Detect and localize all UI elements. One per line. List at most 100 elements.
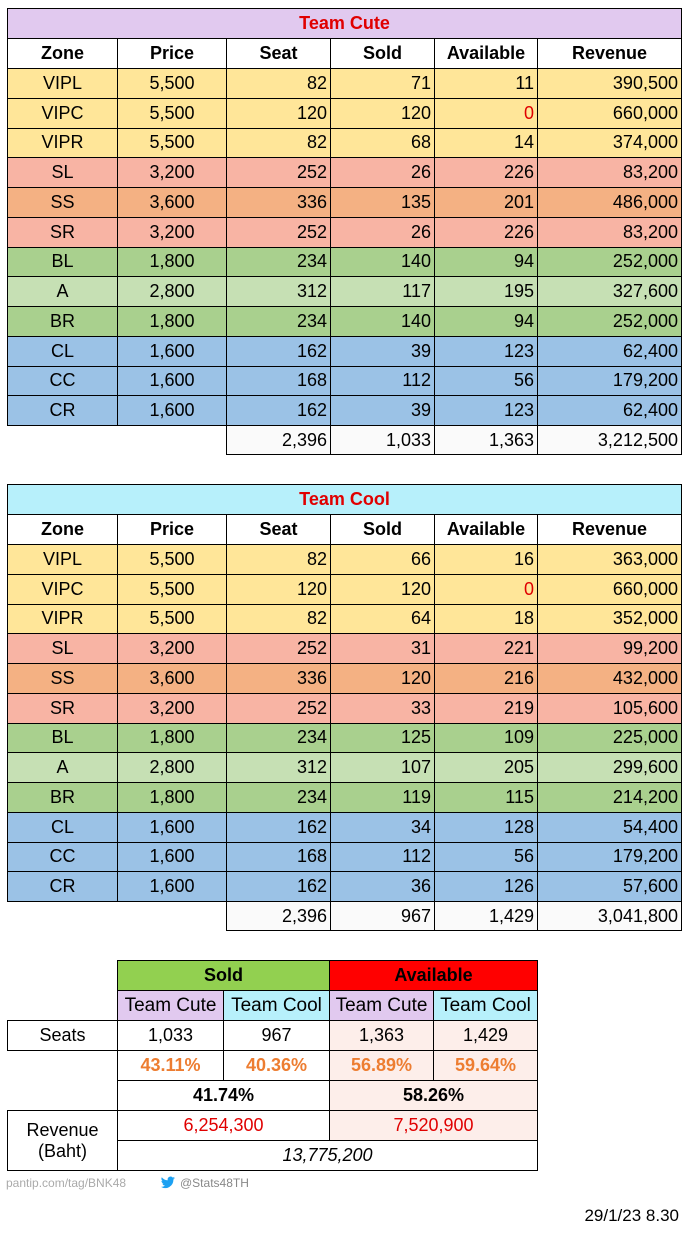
data-cell: 234 [226, 246, 331, 278]
data-cell: 82 [226, 544, 331, 575]
data-cell: 252 [226, 216, 331, 248]
data-cell: 125 [330, 722, 435, 754]
total-cell: 3,212,500 [537, 425, 682, 455]
data-cell: 5,500 [117, 127, 227, 159]
data-cell: 252 [226, 692, 331, 724]
column-header: Available [434, 514, 538, 545]
source: pantip.com/tag/BNK48 [6, 1176, 127, 1190]
data-cell: VIPR [7, 603, 118, 635]
column-header: Seat [226, 514, 331, 545]
data-cell: 179,200 [537, 841, 682, 873]
seats-cell: 1,363 [329, 1020, 434, 1051]
data-cell: 221 [434, 633, 538, 664]
column-header: Price [117, 514, 227, 545]
data-cell: 660,000 [537, 97, 682, 129]
data-cell: 1,800 [117, 722, 227, 754]
percent-cell: 40.36% [223, 1050, 330, 1081]
data-cell: SR [7, 692, 118, 724]
data-cell: VIPC [7, 573, 118, 605]
data-cell: SL [7, 633, 118, 664]
combined-cell: 58.26% [329, 1080, 538, 1111]
data-cell: 5,500 [117, 573, 227, 605]
data-cell: 5,500 [117, 544, 227, 575]
total-cell: 967 [330, 901, 435, 931]
data-cell: 312 [226, 752, 331, 783]
data-cell: BL [7, 246, 118, 278]
data-cell: 252,000 [537, 306, 682, 337]
column-header: Zone [7, 38, 118, 69]
data-cell: 162 [226, 811, 331, 843]
data-cell: 31 [330, 633, 435, 664]
data-cell: 0 [434, 573, 538, 605]
revenue-cell: 7,520,900 [329, 1110, 538, 1141]
data-cell: VIPC [7, 97, 118, 129]
data-cell: 252 [226, 633, 331, 664]
data-cell: 120 [330, 97, 435, 129]
data-cell: 2,800 [117, 276, 227, 307]
data-cell: 179,200 [537, 365, 682, 397]
data-cell: 660,000 [537, 573, 682, 605]
revenue-cell: 6,254,300 [117, 1110, 330, 1141]
combined-cell: 41.74% [117, 1080, 330, 1111]
row-label: Seats [7, 1020, 118, 1051]
percent-cell: 43.11% [117, 1050, 224, 1081]
data-cell: VIPL [7, 68, 118, 99]
data-cell: 26 [330, 216, 435, 248]
data-cell: 486,000 [537, 187, 682, 218]
label-line: Revenue [26, 1119, 99, 1140]
total-cell: 2,396 [226, 425, 331, 455]
twitter-icon [160, 1176, 175, 1189]
data-cell: CL [7, 811, 118, 843]
column-header: Seat [226, 38, 331, 69]
data-cell: 216 [434, 663, 538, 694]
data-cell: 363,000 [537, 544, 682, 575]
seats-cell: 967 [223, 1020, 330, 1051]
data-cell: 201 [434, 187, 538, 218]
data-cell: A [7, 752, 118, 783]
data-cell: 168 [226, 841, 331, 873]
data-cell: 234 [226, 722, 331, 754]
data-cell: VIPR [7, 127, 118, 159]
data-cell: 57,600 [537, 871, 682, 902]
data-cell: 3,200 [117, 692, 227, 724]
data-cell: 120 [330, 573, 435, 605]
data-cell: 94 [434, 246, 538, 278]
data-cell: 82 [226, 603, 331, 635]
data-cell: 252,000 [537, 246, 682, 278]
sold-header: Sold [117, 960, 330, 991]
data-cell: 39 [330, 395, 435, 426]
data-cell: 135 [330, 187, 435, 218]
data-cell: SL [7, 157, 118, 188]
table-title: Team Cool [7, 484, 682, 515]
data-cell: 26 [330, 157, 435, 188]
data-cell: 109 [434, 722, 538, 754]
data-cell: 11 [434, 68, 538, 99]
data-cell: 62,400 [537, 335, 682, 367]
column-header: Price [117, 38, 227, 69]
table-title: Team Cute [7, 8, 682, 39]
data-cell: 3,600 [117, 663, 227, 694]
data-cell: 1,600 [117, 395, 227, 426]
total-cell: 2,396 [226, 901, 331, 931]
data-cell: 225,000 [537, 722, 682, 754]
data-cell: CR [7, 395, 118, 426]
total-cell: 1,363 [434, 425, 538, 455]
data-cell: 1,600 [117, 871, 227, 902]
data-cell: 226 [434, 157, 538, 188]
data-cell: 1,600 [117, 335, 227, 367]
subheader: Team Cute [329, 990, 434, 1021]
data-cell: 327,600 [537, 276, 682, 307]
data-cell: 5,500 [117, 603, 227, 635]
data-cell: 39 [330, 335, 435, 367]
data-cell: 162 [226, 395, 331, 426]
percent-cell: 56.89% [329, 1050, 434, 1081]
data-cell: 390,500 [537, 68, 682, 99]
column-header: Sold [330, 38, 435, 69]
total-revenue: 13,775,200 [117, 1140, 538, 1171]
data-cell: CC [7, 841, 118, 873]
subheader: Team Cute [117, 990, 224, 1021]
data-cell: 123 [434, 335, 538, 367]
data-cell: 336 [226, 663, 331, 694]
data-cell: 162 [226, 335, 331, 367]
